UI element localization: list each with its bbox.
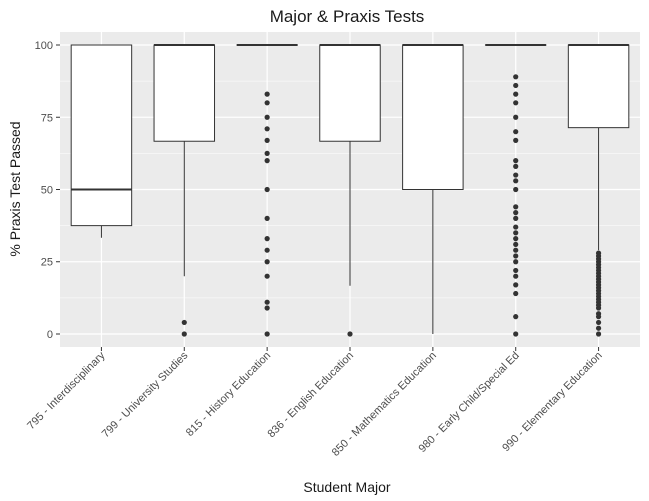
box [319,44,381,142]
outlier-point [513,273,519,279]
outlier-point [264,273,270,279]
box [153,44,216,142]
outlier-point [264,305,270,311]
y-tick-label: 100 [35,40,53,52]
box-group [319,44,381,337]
chart-title: Major & Praxis Tests [270,7,425,26]
outlier-point [264,331,270,337]
outlier-point [513,172,519,178]
outlier-point [513,241,519,248]
outlier-point [513,247,519,253]
outlier-point [264,247,270,253]
outlier-point [181,319,187,326]
x-tick-label: 795 - Interdisciplinary [25,349,108,432]
outlier-point [513,314,519,320]
box-group [70,44,133,238]
outlier-point [264,299,270,305]
outlier-point [264,114,270,120]
outlier-point [264,91,270,97]
y-axis-title: % Praxis Test Passed [7,121,23,256]
box-group [567,44,630,337]
outlier-point [264,100,270,106]
y-tick-label: 75 [41,112,53,124]
box-group [402,44,464,334]
outlier-point [513,282,519,288]
outlier-point [513,267,519,274]
outlier-point [513,259,519,265]
x-axis-title: Student Major [303,479,390,495]
outlier-point [347,331,353,337]
outlier-point [513,253,519,259]
outlier-point [513,74,519,80]
outlier-point [513,215,519,221]
box-group [484,44,547,337]
outlier-point [513,224,519,230]
outlier-point [595,250,602,256]
outlier-point [513,163,519,169]
outlier-point [513,114,519,120]
box [402,44,464,190]
outlier-point [513,236,519,242]
x-tick-label: 799 - University Studies [100,349,191,440]
box [567,44,630,129]
outlier-point [513,331,519,337]
outlier-point [513,230,519,236]
outlier-point [264,150,270,156]
outlier-point [513,210,519,216]
outlier-point [513,129,519,135]
y-tick-label: 25 [41,257,53,269]
outlier-point [264,126,270,132]
outlier-point [513,137,519,143]
box-group [153,44,216,337]
outlier-point [264,158,270,164]
outlier-point [595,319,602,326]
outlier-point [513,158,519,164]
outlier-point [264,186,270,193]
y-axis: 0 25 50 75 100 [35,40,60,341]
x-tick-label: 836 - English Education [265,350,356,441]
outlier-point [513,82,519,89]
outlier-point [264,215,270,221]
outlier-point [181,331,187,337]
y-tick-label: 50 [41,185,53,197]
outlier-point [513,290,519,297]
outlier-point [264,236,270,242]
x-tick-label: 990 - Elementary Education [500,350,604,454]
outlier-point [595,331,602,337]
outlier-point [513,186,519,193]
box-group [236,44,298,337]
outlier-point [595,311,602,317]
outlier-point [264,137,270,143]
outlier-point [264,259,270,265]
boxes [70,44,630,337]
box [70,44,133,227]
x-tick-label: 815 - History Education [184,350,273,439]
outlier-point [513,100,519,106]
outlier-point [513,91,519,97]
y-tick-label: 0 [47,329,53,341]
outlier-point [513,204,519,210]
outlier-point [513,178,519,184]
outlier-point [595,325,602,331]
